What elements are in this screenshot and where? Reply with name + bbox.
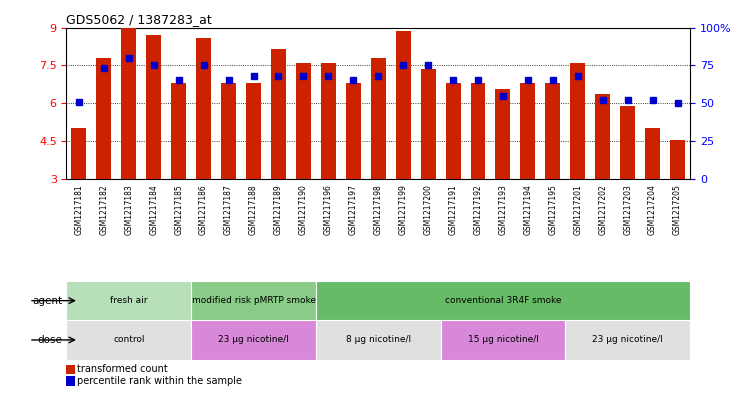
Text: transformed count: transformed count (77, 364, 168, 374)
Bar (495, 89, 511, 179)
Text: dose: dose (38, 335, 63, 345)
Bar (370, 58, 386, 179)
Bar (97, 58, 111, 179)
Bar (191, 320, 316, 360)
Bar (670, 140, 685, 179)
Text: GSM1217186: GSM1217186 (199, 184, 208, 235)
Text: control: control (113, 336, 145, 344)
Bar (441, 320, 565, 360)
Text: GSM1217198: GSM1217198 (373, 184, 383, 235)
Bar (171, 83, 186, 179)
Text: GSM1217192: GSM1217192 (474, 184, 483, 235)
Text: GSM1217200: GSM1217200 (424, 184, 432, 235)
Text: GSM1217203: GSM1217203 (623, 184, 632, 235)
Bar (221, 83, 236, 179)
Text: GSM1217188: GSM1217188 (249, 184, 258, 235)
Text: GSM1217205: GSM1217205 (673, 184, 682, 235)
Bar (72, 129, 86, 179)
Text: GSM1217184: GSM1217184 (149, 184, 158, 235)
Bar (520, 83, 535, 179)
Text: GSM1217187: GSM1217187 (224, 184, 233, 235)
Text: GSM1217195: GSM1217195 (548, 184, 557, 235)
Text: GSM1217197: GSM1217197 (349, 184, 358, 235)
Text: GSM1217189: GSM1217189 (274, 184, 283, 235)
Text: 15 μg nicotine/l: 15 μg nicotine/l (467, 336, 539, 344)
Text: GSM1217182: GSM1217182 (100, 184, 108, 235)
Bar (316, 281, 690, 320)
Text: GSM1217196: GSM1217196 (324, 184, 333, 235)
Bar (396, 31, 410, 179)
Bar (66, 281, 191, 320)
Text: 23 μg nicotine/l: 23 μg nicotine/l (593, 336, 663, 344)
Bar (121, 28, 137, 179)
Text: GSM1217183: GSM1217183 (124, 184, 134, 235)
Bar (246, 83, 261, 179)
Bar (296, 63, 311, 179)
Bar (191, 281, 316, 320)
Text: GSM1217204: GSM1217204 (648, 184, 657, 235)
Bar (316, 320, 441, 360)
Bar (645, 129, 660, 179)
Bar (596, 94, 610, 179)
Text: GSM1217202: GSM1217202 (599, 184, 607, 235)
Bar (346, 83, 361, 179)
Bar (321, 63, 336, 179)
Text: GSM1217194: GSM1217194 (523, 184, 532, 235)
Text: GSM1217190: GSM1217190 (299, 184, 308, 235)
Bar (196, 38, 211, 179)
Text: conventional 3R4F smoke: conventional 3R4F smoke (445, 296, 561, 305)
Text: GDS5062 / 1387283_at: GDS5062 / 1387283_at (66, 13, 212, 26)
Bar (146, 35, 161, 179)
Text: fresh air: fresh air (110, 296, 148, 305)
Bar (545, 83, 560, 179)
Text: 8 μg nicotine/l: 8 μg nicotine/l (345, 336, 411, 344)
Text: GSM1217185: GSM1217185 (174, 184, 183, 235)
Text: GSM1217193: GSM1217193 (498, 184, 508, 235)
Text: agent: agent (32, 296, 63, 306)
Bar (271, 49, 286, 179)
Bar (565, 320, 690, 360)
Text: GSM1217201: GSM1217201 (573, 184, 582, 235)
Bar (620, 106, 635, 179)
Text: GSM1217191: GSM1217191 (449, 184, 458, 235)
Text: GSM1217181: GSM1217181 (75, 184, 83, 235)
Bar (66, 320, 191, 360)
Bar (471, 83, 486, 179)
Text: modified risk pMRTP smoke: modified risk pMRTP smoke (191, 296, 316, 305)
Bar (446, 83, 461, 179)
Bar (570, 63, 585, 179)
Text: percentile rank within the sample: percentile rank within the sample (77, 376, 243, 386)
Text: 23 μg nicotine/l: 23 μg nicotine/l (218, 336, 289, 344)
Bar (421, 69, 435, 179)
Text: GSM1217199: GSM1217199 (399, 184, 407, 235)
